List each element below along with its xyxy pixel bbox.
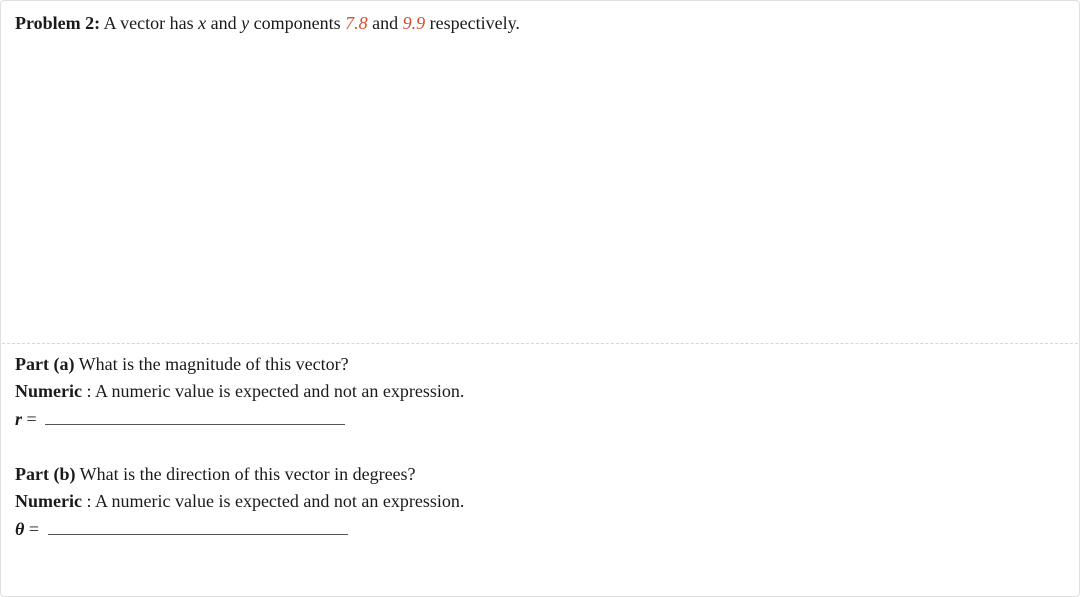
part-b-answer-row: θ = bbox=[15, 516, 1065, 543]
part-a-numeric-line: Numeric : A numeric value is expected an… bbox=[15, 378, 1065, 405]
section-divider bbox=[2, 343, 1078, 344]
value-y: 9.9 bbox=[403, 13, 426, 33]
part-a-answer-input[interactable] bbox=[45, 407, 345, 425]
variable-y: y bbox=[241, 13, 249, 33]
part-b-equals: = bbox=[24, 519, 43, 539]
part-b-question-line: Part (b) What is the direction of this v… bbox=[15, 461, 1065, 488]
problem-text-5: respectively. bbox=[425, 13, 520, 33]
part-b-numeric-label: Numeric bbox=[15, 491, 82, 511]
problem-text-4: and bbox=[368, 13, 403, 33]
part-a-label: Part (a) bbox=[15, 354, 74, 374]
part-a-numeric-label: Numeric bbox=[15, 381, 82, 401]
part-b-section: Part (b) What is the direction of this v… bbox=[15, 461, 1065, 543]
part-a-section: Part (a) What is the magnitude of this v… bbox=[15, 351, 1065, 433]
problem-text-2: and bbox=[206, 13, 241, 33]
part-a-question: What is the magnitude of this vector? bbox=[74, 354, 348, 374]
part-b-label: Part (b) bbox=[15, 464, 75, 484]
part-b-numeric-line: Numeric : A numeric value is expected an… bbox=[15, 488, 1065, 515]
value-x: 7.8 bbox=[345, 13, 368, 33]
part-a-question-line: Part (a) What is the magnitude of this v… bbox=[15, 351, 1065, 378]
part-b-answer-var: θ bbox=[15, 519, 24, 539]
variable-x: x bbox=[198, 13, 206, 33]
part-a-answer-var: r bbox=[15, 409, 22, 429]
part-a-equals: = bbox=[22, 409, 41, 429]
part-b-answer-input[interactable] bbox=[48, 517, 348, 535]
problem-header: Problem 2: A vector has x and y componen… bbox=[1, 1, 1079, 44]
problem-text-1: A vector has bbox=[100, 13, 198, 33]
problem-container: Problem 2: A vector has x and y componen… bbox=[0, 0, 1080, 597]
part-a-numeric-text: : A numeric value is expected and not an… bbox=[82, 381, 464, 401]
problem-label: Problem 2: bbox=[15, 13, 100, 33]
part-b-numeric-text: : A numeric value is expected and not an… bbox=[82, 491, 464, 511]
part-a-answer-row: r = bbox=[15, 406, 1065, 433]
problem-text-3: components bbox=[249, 13, 345, 33]
part-b-question: What is the direction of this vector in … bbox=[75, 464, 415, 484]
